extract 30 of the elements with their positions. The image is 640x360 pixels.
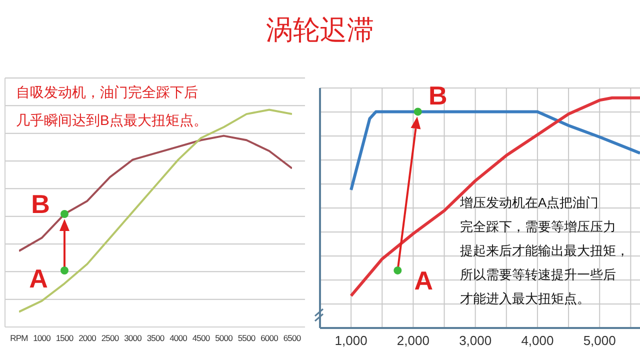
x-tick-label: 3,000 [459, 333, 492, 348]
x-tick-label: 5500 [238, 333, 256, 344]
annotation: A [29, 263, 48, 294]
annotation: 提起来后才能输出最大扭矩， [460, 242, 629, 260]
x-tick-label: 5,000 [583, 333, 616, 348]
x-tick-label: 1,000 [334, 333, 368, 348]
annotation: 增压发动机在A点把油门 [460, 194, 599, 212]
annotation: B [31, 188, 50, 219]
x-tick-label: RPM [10, 333, 28, 344]
x-tick-label: 4500 [192, 333, 210, 344]
x-tick-label: 6000 [260, 333, 279, 344]
x-tick-label: 1000 [33, 333, 52, 344]
x-tick-label: 6500 [283, 333, 302, 344]
x-tick-label: 5000 [215, 333, 234, 344]
x-tick-label: 4000 [170, 333, 188, 344]
annotation: 才能进入最大扭矩点。 [460, 290, 590, 308]
text: 自吸发动机，油门完全踩下后 [16, 84, 198, 102]
x-tick-label: 2000 [78, 333, 97, 344]
x-tick-label: 4,000 [521, 333, 554, 348]
x-tick-label: 3000 [124, 333, 142, 344]
annotation: 完全踩下，需要等增压压力 [460, 218, 616, 236]
annotation: B [428, 80, 448, 111]
annotation: 几乎瞬间达到B点最大扭矩点。 [16, 112, 208, 130]
x-tick-label: 2500 [101, 333, 120, 344]
annotation: A [414, 265, 434, 296]
annotation: 所以需要等转速提升一些后 [460, 266, 616, 284]
chart-title: 涡轮迟滞 [265, 14, 375, 47]
x-tick-label: 1500 [56, 333, 74, 344]
x-tick-label: 3500 [146, 333, 165, 344]
x-tick-label: 2,000 [396, 333, 430, 348]
